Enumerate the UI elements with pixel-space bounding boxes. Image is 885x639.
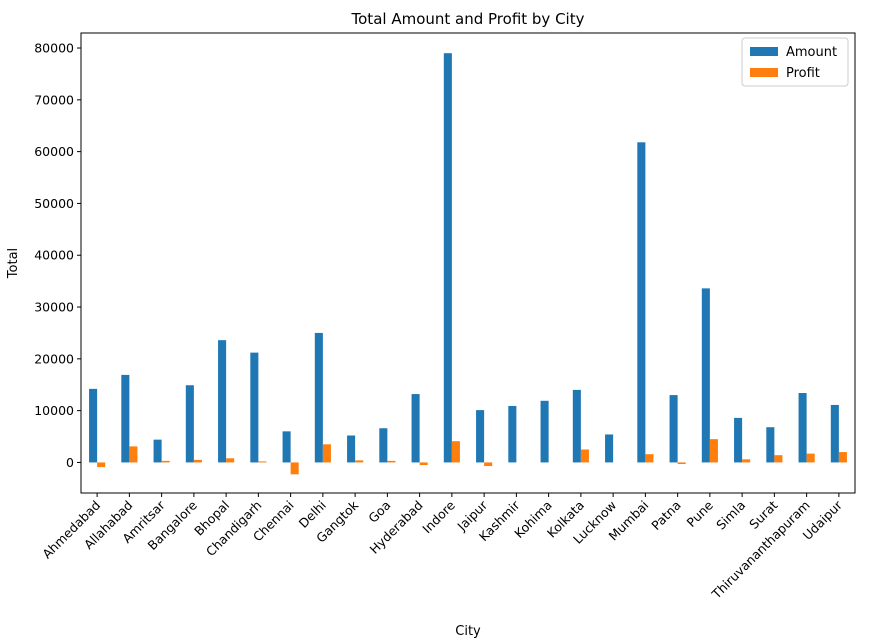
bar-amount-bhopal: [218, 340, 227, 463]
bar-amount-udaipur: [830, 404, 839, 463]
bar-amount-hyderabad: [411, 394, 420, 463]
chart-title: Total Amount and Profit by City: [351, 10, 585, 28]
bar-profit-hyderabad: [419, 462, 428, 466]
y-tick-label: 0: [66, 455, 74, 470]
legend-swatch-profit: [750, 68, 778, 77]
bar-profit-jaipur: [484, 462, 493, 467]
bar-profit-delhi: [322, 444, 331, 463]
bar-amount-pune: [701, 288, 710, 463]
bar-amount-kolkata: [572, 389, 581, 463]
bar-amount-thiruvananthapuram: [798, 393, 807, 463]
bar-amount-jaipur: [476, 410, 485, 463]
bar-amount-goa: [379, 428, 388, 463]
x-tick-label: Indore: [419, 497, 458, 536]
bar-profit-patna: [677, 462, 686, 464]
y-axis-title: Total: [6, 248, 21, 279]
bar-amount-kohima: [540, 400, 549, 463]
bar-profit-bangalore: [193, 459, 202, 463]
bar-profit-ahmedabad: [97, 462, 106, 468]
x-tick-label: Goa: [365, 498, 393, 526]
bar-amount-simla: [734, 417, 743, 463]
bar-profit-goa: [387, 460, 396, 463]
legend-label-amount: Amount: [786, 45, 837, 60]
bar-profit-pune: [709, 439, 718, 463]
bar-amount-gangtok: [347, 435, 356, 463]
bar-amount-ahmedabad: [89, 388, 98, 463]
x-tick-label: Simla: [713, 498, 748, 533]
legend-swatch-amount: [750, 47, 778, 56]
bar-amount-kashmir: [508, 405, 517, 463]
x-tick-label: Patna: [648, 498, 683, 533]
bar-profit-mumbai: [645, 454, 654, 463]
y-tick-label: 50000: [34, 196, 74, 211]
bar-amount-patna: [669, 395, 678, 463]
legend: Amount Profit: [741, 37, 849, 87]
bar-amount-mumbai: [637, 142, 646, 463]
bar-amount-indore: [443, 53, 452, 463]
bar-profit-allahabad: [129, 446, 138, 463]
y-tick-label: 20000: [34, 351, 74, 366]
y-tick-label: 10000: [34, 403, 74, 418]
x-axis: AhmedabadAllahabadAmritsarBangaloreBhopa…: [39, 493, 846, 602]
bar-amount-chennai: [282, 431, 291, 463]
bar-profit-simla: [742, 459, 751, 463]
bar-amount-surat: [766, 427, 775, 463]
bar-profit-gangtok: [355, 460, 364, 463]
legend-label-profit: Profit: [786, 66, 820, 81]
x-axis-title: City: [455, 624, 481, 639]
bar-profit-bhopal: [226, 458, 235, 463]
bar-profit-chandigarh: [258, 461, 267, 463]
bars-layer: [89, 53, 847, 475]
bar-amount-delhi: [314, 332, 323, 463]
y-tick-label: 30000: [34, 300, 74, 315]
bar-amount-amritsar: [153, 439, 162, 463]
y-tick-label: 40000: [34, 248, 74, 263]
bar-profit-udaipur: [838, 452, 847, 463]
plot-frame: [80, 32, 856, 494]
bar-profit-surat: [774, 455, 783, 463]
y-tick-label: 80000: [34, 41, 74, 56]
bar-amount-lucknow: [605, 434, 614, 463]
bar-profit-kolkata: [580, 449, 589, 463]
bar-amount-chandigarh: [250, 352, 259, 463]
bar-profit-chennai: [290, 462, 299, 475]
bar-profit-indore: [451, 441, 460, 463]
bar-profit-thiruvananthapuram: [806, 453, 815, 463]
x-tick-label: Pune: [684, 497, 717, 530]
y-axis: 0 10000 20000 30000 40000 50000 60000 70000 8000…: [34, 41, 81, 470]
y-tick-label: 60000: [34, 144, 74, 159]
y-tick-label: 70000: [34, 92, 74, 107]
bar-amount-allahabad: [121, 374, 130, 463]
bar-amount-bangalore: [185, 385, 194, 463]
bar-profit-amritsar: [161, 460, 170, 463]
